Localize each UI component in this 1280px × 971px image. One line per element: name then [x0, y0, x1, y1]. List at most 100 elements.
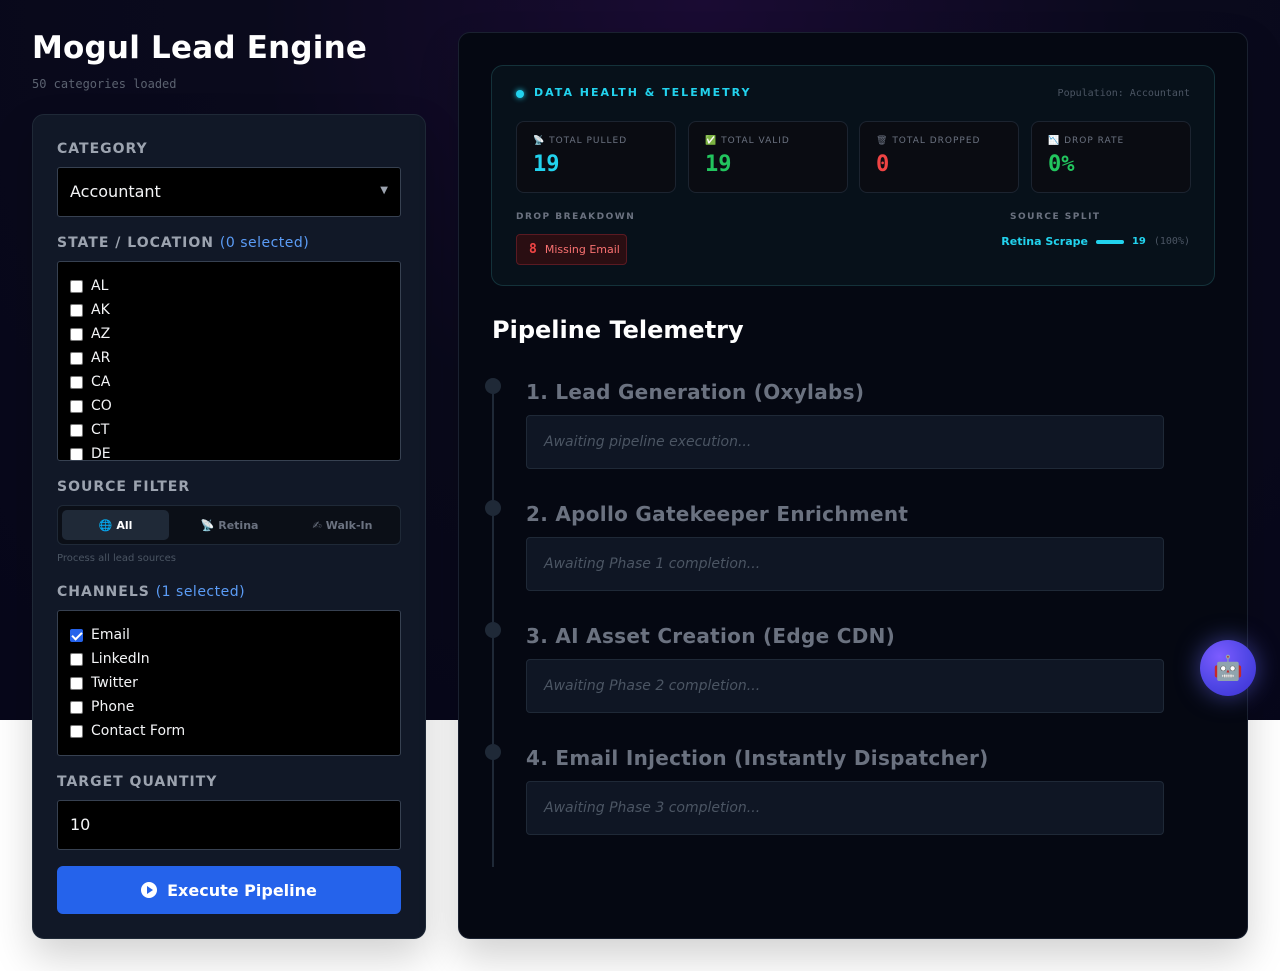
state-selected-count: (0 selected) — [219, 235, 310, 251]
stat-label: 📡 TOTAL PULLED — [533, 136, 627, 146]
state-option-de[interactable]: DE — [70, 444, 111, 461]
stat-value: 19 — [533, 152, 560, 177]
checkbox[interactable] — [70, 447, 83, 460]
checkbox[interactable] — [70, 676, 83, 690]
config-panel: CATEGORY Accountant ▼ STATE / LOCATION (… — [32, 114, 426, 939]
source-filter-toggle: 🌐 All 📡 Retina ✍ Walk-In — [57, 505, 401, 545]
pipeline-title: Pipeline Telemetry — [492, 316, 744, 344]
checkbox[interactable] — [70, 303, 83, 317]
phase-2-title: 2. Apollo Gatekeeper Enrichment — [526, 502, 909, 526]
option-label: AZ — [91, 326, 111, 342]
source-split-row: Retina Scrape 19 (100%) — [1001, 235, 1190, 248]
option-label: CT — [91, 422, 110, 438]
channels-label-text: CHANNELS — [57, 584, 150, 600]
telemetry-panel: DATA HEALTH & TELEMETRY Population: Acco… — [458, 32, 1248, 939]
option-label: CO — [91, 398, 112, 414]
timeline-dot — [485, 378, 501, 394]
option-label: Phone — [91, 699, 135, 715]
ai-assistant-button[interactable]: 🤖 — [1200, 640, 1256, 696]
phase-1-title: 1. Lead Generation (Oxylabs) — [526, 380, 865, 404]
state-option-ct[interactable]: CT — [70, 420, 109, 440]
stat-label: ✅ TOTAL VALID — [705, 136, 790, 146]
source-filter-all-label: All — [116, 518, 133, 532]
source-filter-walkin[interactable]: ✍ Walk-In — [289, 510, 396, 540]
app-title: Mogul Lead Engine — [32, 30, 368, 66]
timeline-dot — [485, 622, 501, 638]
option-label: Twitter — [91, 675, 138, 691]
execute-pipeline-button[interactable]: Execute Pipeline — [57, 866, 401, 914]
option-label: Email — [91, 627, 130, 643]
checkbox[interactable] — [70, 375, 83, 389]
timeline-dot — [485, 744, 501, 760]
channel-option-email[interactable]: Email — [70, 625, 130, 645]
category-label: CATEGORY — [57, 141, 148, 157]
data-health-card: DATA HEALTH & TELEMETRY Population: Acco… — [491, 65, 1215, 286]
phase-1-status: Awaiting pipeline execution... — [526, 415, 1164, 469]
status-dot-icon — [516, 90, 524, 98]
option-label: Contact Form — [91, 723, 186, 739]
source-filter-retina[interactable]: 📡 Retina — [176, 510, 283, 540]
checkbox[interactable] — [70, 399, 83, 413]
phase-3-status: Awaiting Phase 2 completion... — [526, 659, 1164, 713]
state-label-text: STATE / LOCATION — [57, 235, 214, 251]
checkbox[interactable] — [70, 724, 83, 738]
stat-total-valid: ✅ TOTAL VALID 19 — [688, 121, 848, 193]
state-option-ca[interactable]: CA — [70, 372, 110, 392]
stat-value: 0% — [1048, 152, 1075, 177]
stat-total-dropped: 🗑 TOTAL DROPPED 0 — [859, 121, 1019, 193]
state-option-ak[interactable]: AK — [70, 300, 110, 320]
checkbox[interactable] — [70, 423, 83, 437]
state-option-al[interactable]: AL — [70, 276, 108, 296]
population-text: Population: Accountant — [1057, 88, 1190, 99]
stat-label: 📉 DROP RATE — [1048, 136, 1124, 146]
option-label: AR — [91, 350, 111, 366]
option-label: DE — [91, 446, 111, 461]
checkbox[interactable] — [70, 327, 83, 341]
phase-2-status: Awaiting Phase 1 completion... — [526, 537, 1164, 591]
channel-option-phone[interactable]: Phone — [70, 697, 134, 717]
play-icon — [141, 882, 158, 898]
option-label: LinkedIn — [91, 651, 150, 667]
source-filter-all[interactable]: 🌐 All — [62, 510, 169, 540]
drop-reason-count: 8 — [529, 242, 537, 257]
checkbox[interactable] — [70, 700, 83, 714]
stat-total-pulled: 📡 TOTAL PULLED 19 — [516, 121, 676, 193]
checkbox[interactable] — [70, 351, 83, 365]
channels-list[interactable]: Email LinkedIn Twitter Phone Contact For… — [57, 610, 401, 756]
satellite-icon: 📡 — [200, 518, 215, 532]
phase-3-title: 3. AI Asset Creation (Edge CDN) — [526, 624, 896, 648]
checkbox[interactable] — [70, 279, 83, 293]
option-label: CA — [91, 374, 111, 390]
option-label: AL — [91, 278, 109, 294]
stat-label-text: DROP RATE — [1064, 136, 1125, 146]
drop-breakdown-label: DROP BREAKDOWN — [516, 212, 636, 222]
timeline-dot — [485, 500, 501, 516]
stat-drop-rate: 📉 DROP RATE 0% — [1031, 121, 1191, 193]
data-health-title: DATA HEALTH & TELEMETRY — [534, 86, 752, 99]
checkbox[interactable] — [70, 628, 83, 642]
state-option-ar[interactable]: AR — [70, 348, 110, 368]
channel-option-contact-form[interactable]: Contact Form — [70, 721, 185, 741]
quantity-input[interactable]: 10 — [57, 800, 401, 850]
source-split-bar — [1095, 239, 1124, 244]
state-list[interactable]: AL AK AZ AR CA CO CT DE — [57, 261, 401, 461]
channel-option-linkedin[interactable]: LinkedIn — [70, 649, 150, 669]
channel-option-twitter[interactable]: Twitter — [70, 673, 138, 693]
state-option-az[interactable]: AZ — [70, 324, 110, 344]
execute-pipeline-label: Execute Pipeline — [167, 880, 317, 900]
phase-4-status: Awaiting Phase 3 completion... — [526, 781, 1164, 835]
stat-label-text: TOTAL PULLED — [549, 136, 628, 146]
channels-selected-count: (1 selected) — [155, 584, 246, 600]
robot-icon: 🤖 — [1213, 654, 1243, 682]
option-label: AK — [91, 302, 110, 318]
categories-loaded-text: 50 categories loaded — [32, 77, 177, 91]
quantity-label: TARGET QUANTITY — [57, 774, 218, 790]
source-filter-walkin-label: Walk-In — [325, 518, 373, 532]
stat-label-text: TOTAL VALID — [721, 136, 790, 146]
source-split-name: Retina Scrape — [1001, 235, 1088, 248]
source-filter-retina-label: Retina — [218, 518, 259, 532]
state-option-co[interactable]: CO — [70, 396, 112, 416]
checkbox[interactable] — [70, 652, 83, 666]
category-select[interactable]: Accountant ▼ — [57, 167, 401, 217]
satellite-icon: 📡 — [533, 136, 546, 146]
